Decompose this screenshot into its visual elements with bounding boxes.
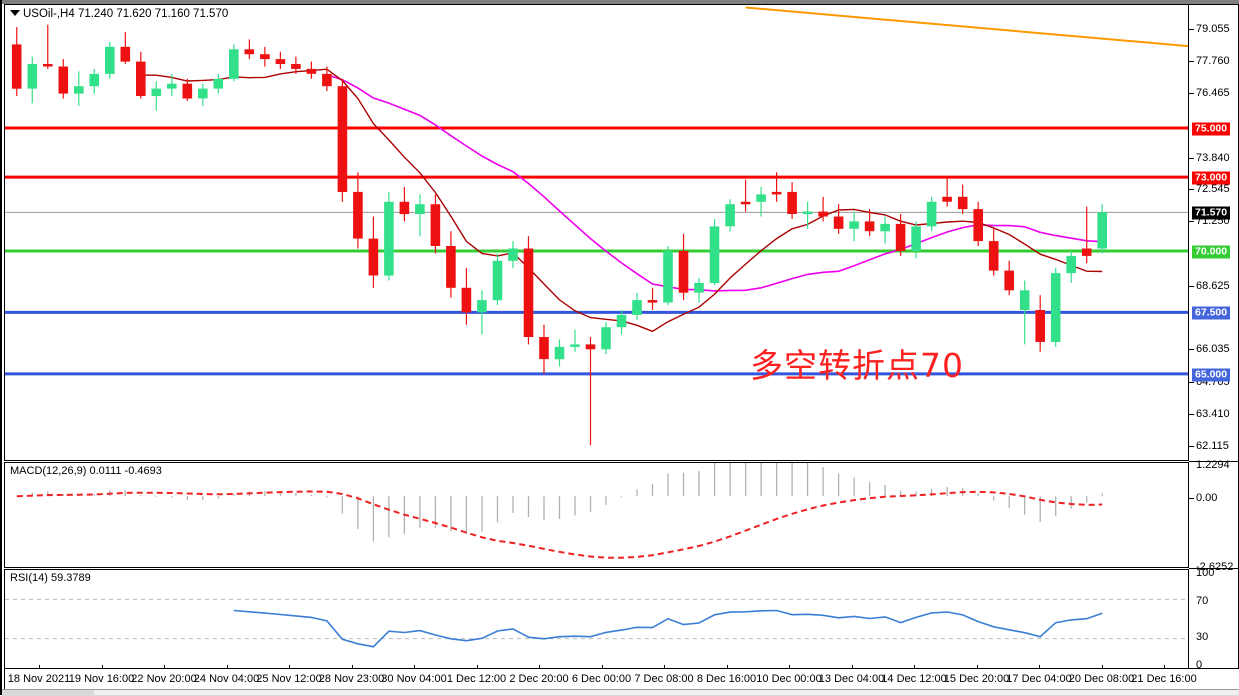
time-axis[interactable]: 18 Nov 2021 19 Nov 16:00 22 Nov 20:00 24 No… [4, 665, 1197, 691]
time-axis-tick [164, 665, 165, 669]
rsi-axis-label: 70 [1196, 594, 1209, 607]
price-level-badge[interactable]: 71.570 [1192, 206, 1231, 220]
price-axis-label: 62.115 [1196, 439, 1229, 452]
time-axis-tick [476, 665, 478, 669]
price-level-badge[interactable]: 75.000 [1192, 122, 1231, 136]
time-axis-label: 7 Dec 08:00 [634, 673, 694, 685]
price-axis-label: 68.625 [1196, 279, 1230, 292]
price-axis-tick [1189, 445, 1194, 447]
price-axis-tick [1189, 29, 1194, 31]
time-axis-label: 24 Nov 04:00 [193, 673, 260, 685]
price-axis-tick [1189, 382, 1194, 384]
price-axis-tick [1189, 157, 1194, 159]
time-axis-tick [914, 665, 915, 669]
scrollbar-thumb[interactable] [94, 690, 1239, 695]
macd-axis-label: -2.6252 [1196, 561, 1234, 573]
time-axis-label: 28 Nov 23:00 [318, 673, 385, 685]
price-plot-area[interactable] [5, 5, 1188, 460]
axis-divider-rsi [1189, 568, 1239, 569]
horizontal-scrollbar[interactable] [2, 689, 1239, 696]
macd-axis-tick [1189, 497, 1194, 499]
time-axis-label: 15 Dec 20:00 [943, 673, 1010, 685]
time-axis-tick [1101, 665, 1103, 669]
time-axis-label: 21 Dec 16:00 [1131, 673, 1197, 685]
price-axis-tick [1189, 414, 1194, 416]
price-level-badge[interactable]: 67.500 [1192, 306, 1231, 320]
price-axis-tick [1189, 349, 1194, 351]
price-axis-tick [1189, 92, 1194, 94]
price-axis-label: 77.760 [1196, 55, 1230, 68]
axis-divider-macd [1189, 461, 1239, 462]
time-axis-tick [414, 665, 415, 669]
time-axis-tick [39, 665, 40, 669]
symbol-header-label: USOil-,H4 71.240 71.620 71.160 71.570 [23, 8, 229, 20]
macd-title-label: MACD(12,26,9) 0.0111 -0.4693 [10, 465, 162, 477]
time-axis-label: 8 Dec 16:00 [696, 673, 757, 685]
price-axis-label: 73.840 [1196, 151, 1230, 164]
price-axis-tick [1189, 221, 1194, 223]
time-axis-label: 6 Dec 00:00 [571, 673, 632, 685]
macd-indicator-pane[interactable]: MACD(12,26,9) 0.0111 -0.4693 [4, 462, 1189, 568]
price-axis-label: 72.545 [1196, 183, 1230, 196]
price-axis-tick [1189, 285, 1194, 287]
time-axis-label: 20 Dec 08:00 [1068, 673, 1135, 685]
rsi-plot-area[interactable] [5, 570, 1188, 668]
time-axis-label: 2 Dec 20:00 [509, 673, 569, 685]
time-axis-tick [1164, 665, 1165, 669]
macd-axis-label: 0.00 [1196, 491, 1218, 504]
price-axis-tick [1189, 61, 1194, 63]
rsi-axis-label: 100 [1196, 567, 1215, 579]
chart-annotation-text: 多空转折点70 [750, 346, 964, 385]
time-axis-tick [539, 665, 540, 669]
time-axis-label: 30 Nov 04:00 [381, 673, 447, 685]
time-axis-label: 18 Nov 2021 [7, 673, 71, 685]
time-axis-label: 25 Nov 12:00 [256, 673, 322, 685]
time-axis-tick [1039, 665, 1040, 669]
price-level-badge[interactable]: 73.000 [1192, 171, 1231, 185]
time-axis-tick [289, 665, 290, 669]
time-axis-tick [851, 665, 853, 669]
time-axis-label: 14 Dec 12:00 [881, 673, 947, 685]
time-axis-tick [601, 665, 603, 669]
price-axis-column[interactable]: 79.055 77.760 76.465 73.840 72.545 71.250 68.6… [1189, 4, 1239, 671]
rsi-axis-label: 0 [1196, 659, 1203, 671]
time-axis-label: 19 Nov 16:00 [68, 673, 135, 685]
macd-axis-label: 1.2294 [1196, 459, 1230, 471]
price-axis-label: 79.055 [1196, 23, 1230, 36]
triangle-down-icon[interactable] [10, 10, 20, 16]
time-axis-tick [351, 665, 353, 669]
price-axis-label: 76.465 [1196, 86, 1230, 99]
time-axis-label: 22 Nov 20:00 [131, 673, 197, 685]
time-axis-label: 1 Dec 12:00 [446, 673, 507, 685]
time-axis-label: 10 Dec 00:00 [756, 673, 822, 685]
time-axis-tick [226, 665, 228, 669]
time-axis-label: 17 Dec 04:00 [1006, 673, 1072, 685]
time-axis-tick [976, 665, 978, 669]
macd-plot-area[interactable] [5, 463, 1188, 567]
time-axis-tick [101, 665, 103, 669]
price-level-badge[interactable]: 70.000 [1192, 245, 1231, 259]
time-axis-tick [664, 665, 665, 669]
price-axis-label: 63.410 [1196, 408, 1230, 421]
time-axis-tick [726, 665, 728, 669]
price-axis-tick [1189, 189, 1194, 191]
price-chart-pane[interactable]: USOil-,H4 71.240 71.620 71.160 71.570 多空… [4, 4, 1189, 461]
price-level-badge[interactable]: 65.000 [1192, 368, 1231, 382]
rsi-indicator-pane[interactable]: RSI(14) 59.3789 [4, 569, 1189, 669]
rsi-title-label: RSI(14) 59.3789 [10, 572, 91, 584]
time-axis-label: 13 Dec 04:00 [818, 673, 885, 685]
time-axis-tick [789, 665, 790, 669]
window-chrome-strip [2, 0, 1239, 4]
rsi-axis-label: 30 [1196, 631, 1209, 644]
price-axis-label: 66.035 [1196, 343, 1230, 356]
